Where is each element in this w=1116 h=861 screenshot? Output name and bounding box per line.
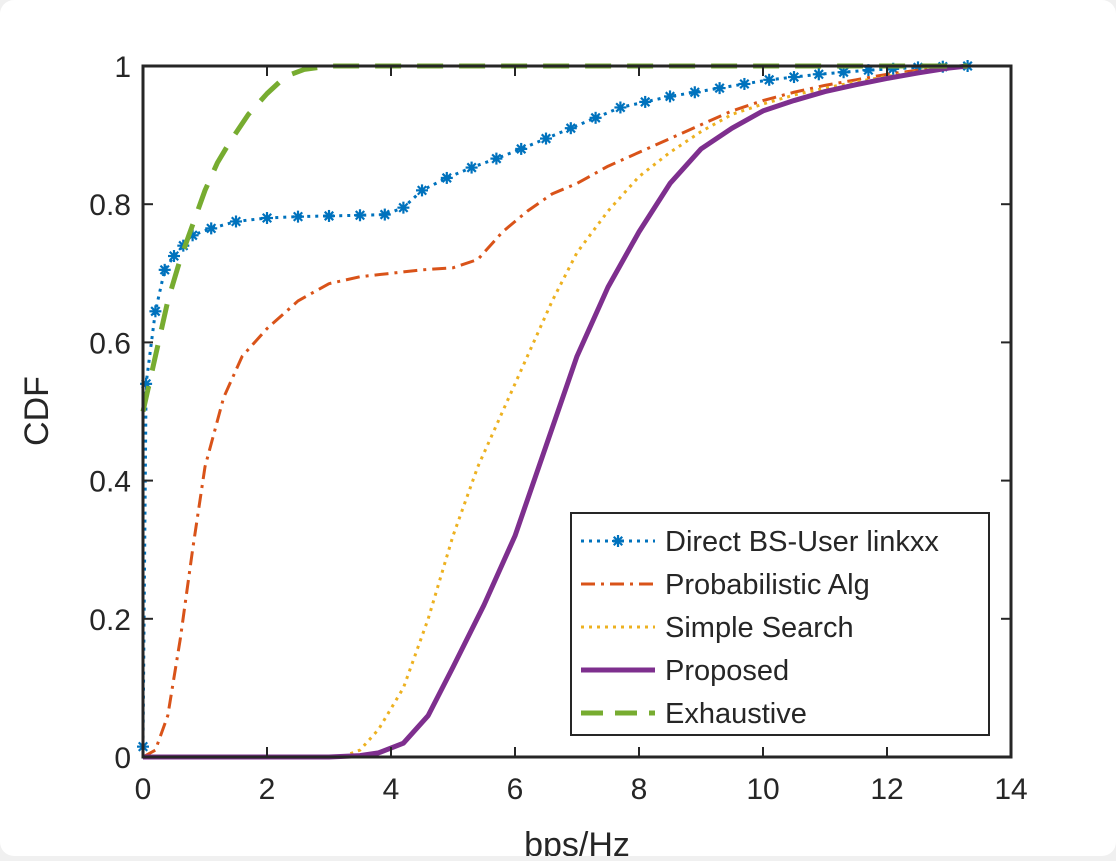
series-marker-direct-bs-user-linkxx (837, 66, 850, 79)
series-marker-direct-bs-user-linkxx (378, 208, 391, 221)
legend-box (570, 512, 990, 736)
x-tick-label: 12 (870, 773, 903, 806)
series-marker-direct-bs-user-linkxx (515, 142, 528, 155)
series-marker-direct-bs-user-linkxx (292, 210, 304, 223)
y-tick-label: 0 (114, 742, 131, 775)
legend-label-simple-search: Simple Search (665, 612, 854, 644)
y-tick-label: 0.2 (89, 604, 131, 637)
x-tick-label: 0 (135, 773, 152, 806)
legend-label-direct-bs-user-linkxx: Direct BS-User linkxx (665, 526, 939, 558)
series-marker-direct-bs-user-linkxx (788, 71, 800, 84)
series-marker-direct-bs-user-linkxx (713, 82, 726, 95)
series-marker-direct-bs-user-linkxx (149, 305, 162, 318)
legend-marker-direct-bs-user-linkxx (612, 535, 624, 547)
series-marker-direct-bs-user-linkxx (540, 132, 552, 145)
series-marker-direct-bs-user-linkxx (490, 152, 503, 165)
x-tick-label: 8 (631, 773, 648, 806)
series-marker-direct-bs-user-linkxx (738, 77, 751, 90)
x-tick-label: 2 (259, 773, 276, 806)
series-line-proposed (143, 63, 968, 760)
series-marker-direct-bs-user-linkxx (589, 111, 602, 124)
x-tick-label: 14 (994, 773, 1027, 806)
series-marker-direct-bs-user-linkxx (812, 68, 825, 81)
legend-label-exhaustive: Exhaustive (665, 698, 807, 730)
series-marker-direct-bs-user-linkxx (416, 184, 428, 197)
series-marker-direct-bs-user-linkxx (261, 212, 273, 225)
y-tick-label: 0.4 (89, 466, 131, 499)
x-tick-label: 4 (383, 773, 400, 806)
plot-frame (141, 64, 1013, 759)
series-marker-direct-bs-user-linkxx (354, 209, 366, 222)
y-axis-label: CDF (18, 376, 56, 446)
series-line-direct-bs-user-linkxx (141, 64, 968, 747)
legend: Direct BS-User linkxx Probabilistic Alg Si… (570, 512, 990, 736)
legend-label-probabilistic-alg: Probabilistic Alg (665, 569, 870, 601)
series-marker-direct-bs-user-linkxx (440, 171, 453, 184)
series-marker-direct-bs-user-linkxx (763, 73, 776, 86)
x-axis-label: bps/Hz (524, 826, 630, 856)
series-marker-direct-bs-user-linkxx (614, 101, 627, 114)
series-marker-direct-bs-user-linkxx (168, 250, 180, 263)
series-marker-direct-bs-user-linkxx (230, 215, 242, 228)
series-marker-direct-bs-user-linkxx (564, 122, 577, 135)
series-marker-direct-bs-user-linkxx (664, 90, 676, 103)
series-marker-direct-bs-user-linkxx (465, 161, 478, 174)
series-marker-direct-bs-user-linkxx (158, 263, 171, 276)
y-tick-label: 0.6 (89, 327, 131, 360)
series-marker-direct-bs-user-linkxx (688, 86, 701, 99)
series-marker-direct-bs-user-linkxx (639, 95, 652, 108)
tick-layer: 0 2 4 6 8 10 12 14 0 0.2 0.4 0.6 0.8 1 (89, 51, 1027, 806)
y-tick-label: 0.8 (89, 189, 131, 222)
series-line-probabilistic-alg (142, 64, 968, 759)
legend-label-proposed: Proposed (665, 655, 789, 687)
series-marker-direct-bs-user-linkxx (323, 209, 335, 222)
series-marker-direct-bs-user-linkxx (397, 201, 410, 214)
y-tick-label: 1 (114, 51, 131, 84)
x-tick-label: 10 (746, 773, 779, 806)
series-marker-direct-bs-user-linkxx (205, 222, 218, 235)
x-tick-label: 6 (507, 773, 524, 806)
